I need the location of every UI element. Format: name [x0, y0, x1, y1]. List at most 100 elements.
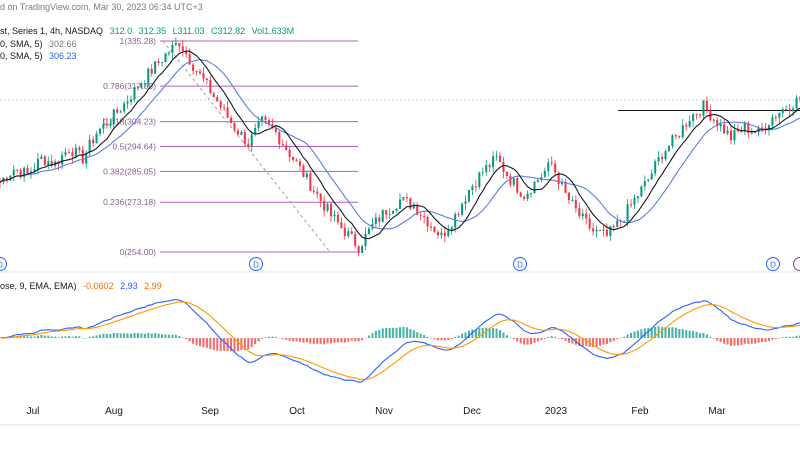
candle-body	[509, 175, 512, 185]
candle-body	[454, 214, 457, 228]
candle-body	[650, 173, 653, 180]
macd-histogram-bar	[695, 331, 698, 338]
candle-body	[643, 180, 646, 187]
macd-histogram-bar	[678, 328, 681, 338]
candle-body	[347, 231, 350, 237]
candle-body	[640, 186, 643, 197]
macd-histogram-bar	[398, 327, 402, 338]
candle-body	[81, 149, 84, 164]
candle-body	[595, 229, 598, 232]
macd-histogram-bar	[747, 338, 750, 344]
macd-histogram-bar	[550, 336, 553, 338]
macd-histogram-bar	[681, 329, 684, 338]
macd-histogram-bar	[733, 338, 736, 346]
dividend-marker-1	[249, 257, 263, 271]
candle-body	[236, 130, 239, 135]
candle-body	[257, 121, 260, 128]
macd-histogram-bar	[305, 338, 308, 343]
macd-histogram-bar	[571, 338, 574, 344]
macd-histogram-bar	[143, 333, 146, 338]
macd-histogram-bar	[88, 336, 91, 338]
macd-histogram-bar	[581, 338, 584, 347]
macd-histogram-bar	[164, 334, 167, 338]
macd-histogram-bar	[633, 331, 636, 338]
macd-histogram-bar	[481, 327, 484, 338]
candle-body	[219, 101, 222, 108]
macd-histogram-bar	[671, 327, 674, 338]
macd-histogram-bar	[319, 338, 322, 344]
candle-body	[195, 70, 198, 72]
macd-histogram-bar	[605, 338, 608, 345]
legend-volume: Vol1.633M	[251, 26, 295, 36]
macd-histogram-bar	[402, 326, 405, 338]
candle-body	[571, 199, 574, 201]
candle-body	[533, 181, 536, 194]
macd-histogram-bar	[623, 336, 626, 338]
macd-histogram-bar	[781, 337, 784, 338]
macd-histogram-bar	[523, 338, 526, 345]
candle-body	[681, 125, 684, 138]
macd-histogram-bar	[430, 337, 433, 339]
macd-histogram-bar	[643, 328, 646, 338]
macd-histogram-bar	[564, 338, 567, 342]
macd-hist-value: -0.0602	[83, 281, 114, 291]
macd-histogram-bar	[492, 328, 495, 338]
macd-histogram-bar	[661, 327, 664, 338]
reference-lines	[0, 99, 800, 112]
macd-histogram-bar	[509, 337, 512, 339]
candle-body	[223, 107, 226, 109]
macd-histogram-bar	[298, 338, 302, 342]
macd-histogram-bar	[85, 337, 88, 339]
fib-trend-line	[162, 40, 331, 253]
header-published: d on TradingView.com, Mar 30, 2023 06:34…	[0, 2, 207, 12]
macd-histogram-bar	[43, 335, 46, 338]
macd-histogram-bar	[105, 333, 108, 338]
candle-body	[161, 62, 164, 64]
candle-body	[33, 169, 36, 172]
candle-body	[305, 173, 308, 178]
candle-body	[12, 169, 15, 176]
macd-histogram-bar	[130, 333, 133, 338]
legend-symbol: st, Series 1, 4h, NASDAQ	[0, 26, 104, 36]
macd-histogram-bar	[285, 338, 288, 340]
candle-body	[771, 117, 774, 126]
candle-body	[412, 205, 415, 209]
candle-body	[695, 114, 698, 116]
macd-histogram-bar	[123, 333, 126, 338]
candle-body	[119, 111, 122, 113]
candle-body	[647, 179, 650, 181]
macd-histogram-bar	[316, 338, 319, 344]
fib-label-1: 0.786(317.89)	[103, 81, 156, 91]
macd-histogram-bar	[474, 329, 477, 338]
macd-histogram-bar	[754, 338, 757, 344]
candle-body	[157, 61, 160, 63]
macd-histogram-bar	[95, 335, 98, 338]
candle-body	[78, 147, 81, 150]
macd-histogram-bar	[57, 337, 60, 338]
macd-histogram-bar	[688, 330, 691, 338]
time-axis: Jul Aug Sep Oct Nov Dec 2023 Feb Mar	[27, 406, 727, 417]
candle-body	[419, 214, 422, 216]
candle-body	[609, 226, 612, 236]
macd-histogram-bar	[271, 336, 274, 338]
candle-body	[543, 171, 546, 178]
candle-body	[581, 213, 584, 217]
candle-body	[792, 108, 795, 111]
candle-body	[561, 181, 564, 185]
macd-histogram-bar	[423, 334, 426, 338]
candle-body	[630, 204, 633, 206]
macd-histogram-bar	[705, 334, 708, 338]
candle-body	[688, 120, 691, 127]
sma1-label: 0, SMA, 5)	[0, 39, 43, 49]
candle-body	[216, 97, 219, 102]
candle-body	[316, 191, 319, 194]
candle-body	[471, 186, 474, 190]
macd-histogram-bar	[519, 338, 522, 344]
candle-body	[592, 228, 595, 232]
candle-body	[692, 114, 695, 121]
macd-histogram-bar	[433, 338, 436, 340]
candle-body	[785, 108, 788, 110]
candle-body	[181, 46, 184, 52]
candle-body	[167, 52, 170, 54]
